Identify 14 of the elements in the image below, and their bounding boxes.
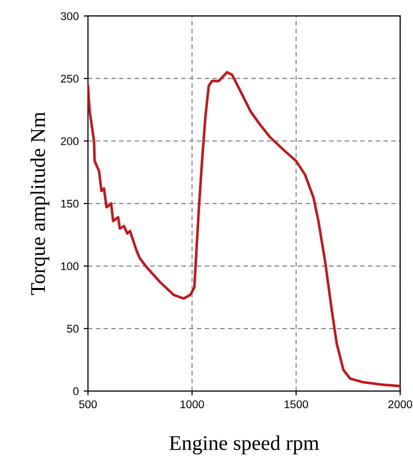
y-tick-label: 150	[61, 200, 79, 208]
y-tick-label: 200	[60, 137, 79, 146]
y-tick-label: 300	[60, 12, 79, 20]
y-tick-label: 250	[60, 74, 79, 83]
line-series	[88, 70, 400, 388]
x-axis-title: Engine speed rpm	[169, 435, 319, 454]
y-tick-label: 100	[61, 262, 79, 270]
y-tick-label: 0	[73, 387, 79, 396]
x-tick-label: 1000	[180, 400, 204, 408]
x-tick-label: 500	[79, 400, 97, 408]
y-tick-label: 50	[67, 324, 79, 333]
x-tick-label: 2000	[388, 400, 412, 408]
x-tick-label: 1500	[284, 400, 308, 408]
y-axis-title: Torque amplitude Nm	[30, 112, 50, 295]
